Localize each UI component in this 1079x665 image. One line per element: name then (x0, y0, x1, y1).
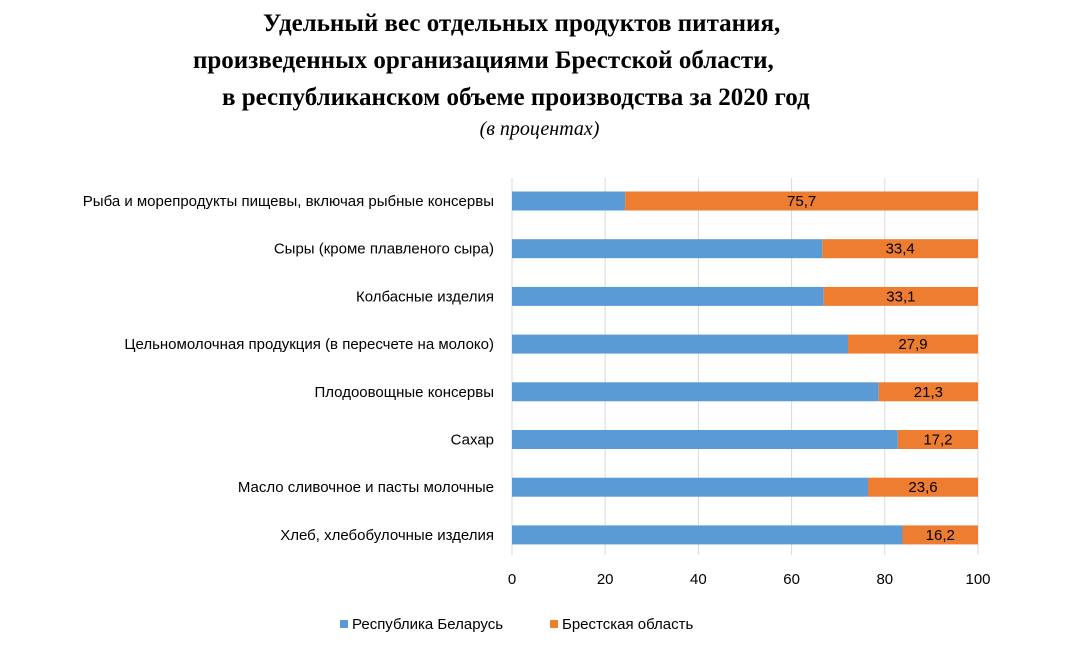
title-line-3: в республиканском объеме производства за… (222, 84, 810, 111)
category-label-1: Сыры (кроме плавленого сыра) (274, 241, 494, 258)
x-tick-label-3: 60 (783, 571, 800, 588)
bar-belarus-5 (512, 430, 898, 449)
grid-lines (511, 178, 979, 555)
category-labels: Рыба и морепродукты пищевы, включая рыбн… (83, 193, 494, 544)
bar-brest-4 (878, 382, 978, 402)
category-label-4: Плодоовощные консервы (314, 384, 494, 401)
bar-belarus-4 (512, 382, 879, 402)
x-tick-label-4: 80 (876, 571, 893, 588)
legend: Республика Беларусь Брестская область (340, 616, 693, 633)
legend-label-0: Республика Беларусь (352, 616, 503, 633)
x-tick-label-0: 0 (508, 571, 516, 588)
bar-brest-7 (902, 525, 978, 545)
bar-belarus-2 (512, 286, 824, 306)
bar-belarus-1 (512, 239, 823, 259)
category-label-6: Масло сливочное и пасты молочные (238, 479, 494, 496)
data-label-brest-4: 21,3 (914, 384, 943, 401)
bar-belarus-0 (512, 191, 626, 211)
data-label-brest-2: 33,1 (886, 288, 915, 305)
x-tick-label-2: 40 (690, 571, 707, 588)
bar-brest-0 (625, 191, 978, 211)
category-label-0: Рыба и морепродукты пищевы, включая рыбн… (83, 193, 494, 210)
legend-swatch-0 (340, 620, 348, 628)
chart-subtitle: (в процентах) (479, 118, 600, 140)
bar-brest-2 (823, 286, 978, 306)
bar-brest-3 (847, 334, 978, 354)
x-axis-ticks: 0 20 40 60 80 100 (508, 571, 991, 588)
data-label-brest-0: 75,7 (787, 193, 816, 210)
bar-belarus-3 (512, 334, 848, 354)
data-label-brest-3: 27,9 (898, 336, 927, 353)
title-line-1: Удельный вес отдельных продуктов питания… (263, 10, 781, 37)
x-tick-label-5: 100 (965, 571, 990, 588)
category-label-3: Цельномолочная продукция (в пересчете на… (124, 336, 494, 353)
bars: 75,7 33,4 33,1 27,9 21,3 17,2 23,6 16,2 (512, 191, 978, 545)
data-label-brest-5: 17,2 (923, 432, 952, 449)
bar-brest-5 (897, 430, 978, 449)
bar-brest-1 (822, 239, 978, 259)
legend-swatch-1 (550, 620, 558, 628)
data-label-brest-1: 33,4 (886, 241, 915, 258)
legend-label-1: Брестская область (562, 616, 693, 633)
bar-belarus-6 (512, 477, 869, 497)
category-label-7: Хлеб, хлебобулочные изделия (280, 527, 494, 544)
bar-brest-6 (868, 477, 978, 497)
bar-belarus-7 (512, 525, 903, 545)
data-label-brest-6: 23,6 (908, 479, 937, 496)
title-line-2: произведенных организациями Брестской об… (193, 47, 774, 74)
category-label-2: Колбасные изделия (356, 288, 494, 305)
data-label-brest-7: 16,2 (926, 527, 955, 544)
category-label-5: Сахар (451, 432, 494, 449)
x-tick-label-1: 20 (597, 571, 614, 588)
